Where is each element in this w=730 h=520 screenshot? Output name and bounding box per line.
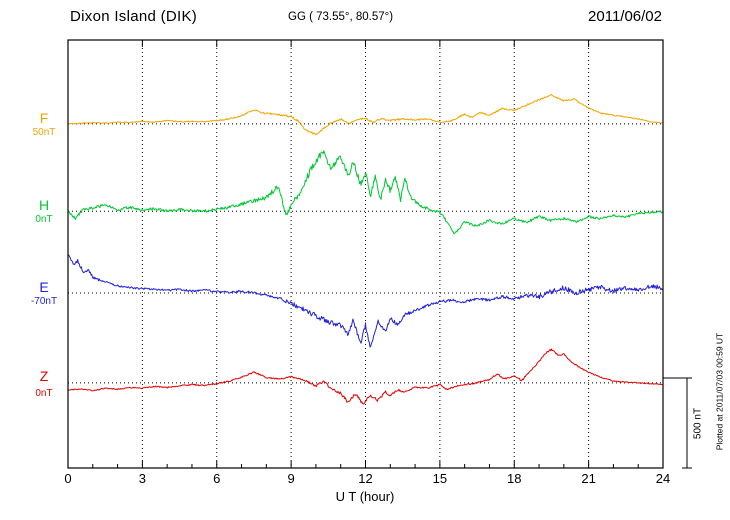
x-tick-label: 9	[287, 471, 295, 486]
x-tick-label: 12	[358, 471, 373, 486]
x-axis-label: U T (hour)	[335, 489, 395, 504]
series-label-F: F	[39, 110, 49, 126]
trace-F	[68, 93, 663, 136]
x-tick-label: 15	[432, 471, 448, 486]
x-tick-label: 18	[507, 471, 522, 486]
plot-date: 2011/06/02	[588, 8, 662, 25]
x-tick-label: 6	[213, 471, 221, 486]
plot-frame	[67, 39, 664, 469]
x-tick-label: 0	[64, 471, 72, 486]
station-name: Dixon Island (DIK)	[70, 8, 198, 25]
series-label-Z: Z	[39, 368, 49, 384]
series-label-H: H	[38, 197, 50, 213]
observatory-coords: GG ( 73.55°, 80.57°)	[288, 11, 394, 23]
series-baseline-label-F: 50nT	[32, 127, 56, 138]
x-tick-label: 3	[138, 471, 146, 486]
plotted-at-note: Plotted at 2011/07/03 00:59 UT	[714, 332, 725, 451]
scalebar-label: 500 nT	[692, 407, 704, 440]
series-label-E: E	[39, 279, 49, 295]
trace-Z	[68, 348, 663, 405]
trace-H	[68, 150, 663, 235]
x-tick-label: 24	[655, 471, 671, 486]
trace-E	[68, 254, 663, 348]
series-baseline-label-H: 0nT	[35, 214, 53, 225]
series-baseline-label-E: -70nT	[30, 296, 58, 307]
series-baseline-label-Z: 0nT	[35, 388, 53, 399]
x-tick-label: 21	[581, 471, 596, 486]
